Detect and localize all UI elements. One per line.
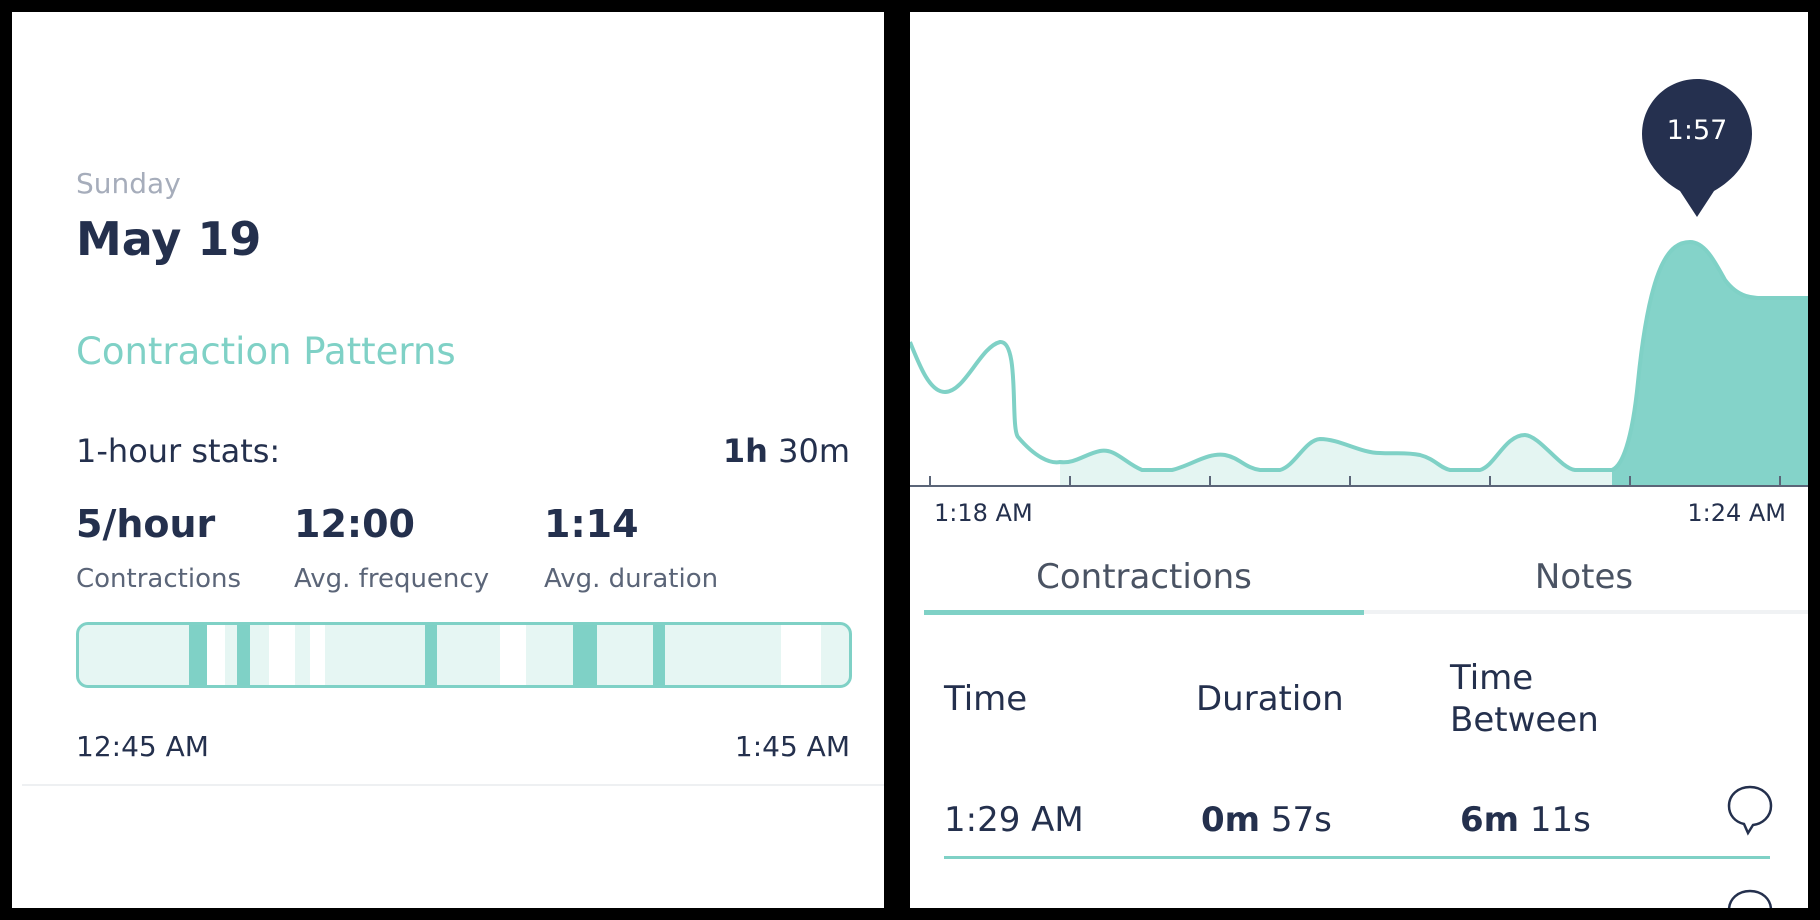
timeline-gap-segment bbox=[781, 625, 821, 685]
day-of-week: Sunday bbox=[76, 167, 181, 200]
row-duration: 0m 57s bbox=[1201, 800, 1332, 840]
timeline-gap-segment bbox=[500, 625, 526, 685]
column-header-duration: Duration bbox=[1196, 679, 1344, 719]
tab-notes[interactable]: Notes bbox=[1534, 557, 1634, 597]
row-divider bbox=[944, 856, 1770, 859]
timeline-contraction-segment bbox=[425, 625, 437, 685]
timeline-contraction-segment bbox=[189, 625, 207, 685]
row-between-seconds: 11s bbox=[1529, 800, 1591, 840]
contraction-patterns-panel: Sunday May 19 Contraction Patterns 1-hou… bbox=[12, 12, 884, 908]
contraction-timeline-bar bbox=[76, 622, 852, 688]
tab-contractions[interactable]: Contractions bbox=[1036, 557, 1252, 597]
timeline-gap-segment bbox=[207, 625, 225, 685]
stats-range-minutes: 30m bbox=[778, 432, 850, 470]
stats-range-hours: 1h bbox=[722, 432, 768, 470]
row-between-minutes: 6m bbox=[1460, 800, 1520, 840]
stat-frequency-caption: Avg. frequency bbox=[294, 564, 490, 594]
speech-bubble-icon[interactable] bbox=[1726, 784, 1774, 836]
x-axis-start-label: 1:18 AM bbox=[934, 499, 1033, 527]
duration-pin-icon bbox=[1642, 79, 1752, 217]
date-title: May 19 bbox=[76, 212, 262, 266]
tab-bar-baseline bbox=[924, 610, 1808, 614]
section-divider bbox=[22, 784, 884, 786]
timeline-contraction-segment bbox=[237, 625, 250, 685]
duration-pin-label: 1:57 bbox=[1666, 115, 1728, 146]
timeline-contraction-segment bbox=[653, 625, 665, 685]
column-header-time-between: Time Between bbox=[1450, 658, 1599, 740]
timeline-end-label: 1:45 AM bbox=[734, 730, 850, 763]
row-time: 1:29 AM bbox=[944, 800, 1084, 840]
section-title: Contraction Patterns bbox=[76, 330, 456, 373]
stats-range: 1h 30m bbox=[723, 432, 850, 470]
timeline-start-label: 12:45 AM bbox=[76, 730, 209, 763]
stat-duration-caption: Avg. duration bbox=[544, 564, 719, 594]
x-axis-end-label: 1:24 AM bbox=[1687, 499, 1786, 527]
contraction-detail-panel: 1:57 1:18 AM 1:24 AM Contractions Notes … bbox=[910, 12, 1808, 908]
speech-bubble-icon[interactable] bbox=[1726, 888, 1774, 908]
stat-duration-value: 1:14 bbox=[544, 502, 639, 546]
chart-active-area bbox=[1612, 242, 1808, 486]
column-header-time: Time bbox=[944, 679, 1028, 719]
stat-contractions-caption: Contractions bbox=[76, 564, 242, 594]
timeline-contraction-segment bbox=[573, 625, 597, 685]
timeline-gap-segment bbox=[269, 625, 295, 685]
chart-light-area bbox=[1060, 435, 1612, 486]
row-duration-minutes: 0m bbox=[1201, 800, 1261, 840]
row-time-between: 6m 11s bbox=[1460, 800, 1591, 840]
active-tab-indicator bbox=[924, 610, 1364, 615]
stats-label: 1-hour stats: bbox=[76, 432, 281, 470]
chart-intensity-line bbox=[910, 240, 1808, 472]
row-duration-seconds: 57s bbox=[1270, 800, 1332, 840]
contraction-intensity-chart bbox=[910, 240, 1808, 487]
stat-frequency-value: 12:00 bbox=[294, 502, 415, 546]
stat-contractions-value: 5/hour bbox=[76, 502, 216, 546]
timeline-gap-segment bbox=[310, 625, 325, 685]
